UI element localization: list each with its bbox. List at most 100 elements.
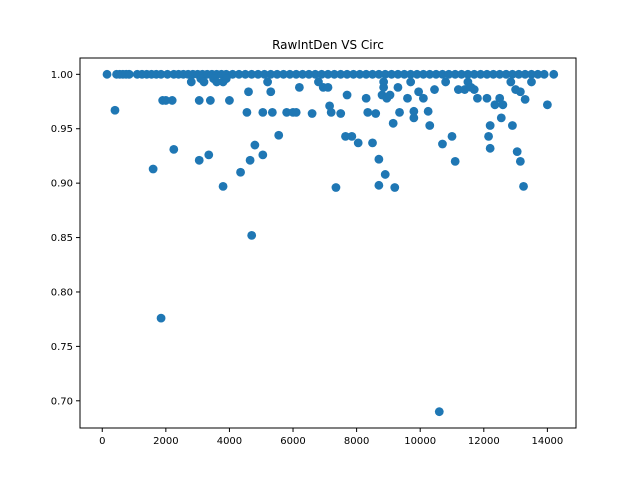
- scatter-point: [430, 85, 439, 94]
- scatter-point: [438, 69, 447, 79]
- data-points: [102, 69, 559, 417]
- scatter-point: [368, 69, 377, 79]
- scatter-point: [438, 139, 447, 149]
- scatter-point: [250, 140, 260, 150]
- scatter-point: [409, 113, 419, 123]
- scatter-point: [495, 69, 505, 79]
- scatter-point: [520, 69, 530, 79]
- scatter-point: [260, 69, 269, 79]
- y-tick-label: 1.00: [51, 70, 73, 81]
- chart-title: RawIntDen VS Circ: [272, 38, 384, 52]
- scatter-point: [225, 96, 234, 105]
- scatter-point: [485, 121, 495, 130]
- scatter-point: [371, 109, 381, 118]
- scatter-point: [341, 131, 350, 141]
- scatter-point: [336, 69, 346, 79]
- scatter-point: [240, 69, 250, 79]
- scatter-point: [194, 96, 204, 105]
- scatter-point: [457, 69, 466, 79]
- scatter-point: [247, 230, 257, 240]
- x-tick-label: 10000: [404, 436, 436, 447]
- scatter-point: [102, 69, 112, 79]
- scatter-point: [167, 96, 177, 105]
- scatter-point: [326, 108, 336, 117]
- scatter-point: [247, 69, 257, 79]
- y-tick-label: 0.85: [51, 233, 73, 244]
- scatter-point: [205, 96, 215, 105]
- scatter-point: [390, 183, 400, 192]
- scatter-point: [519, 182, 528, 191]
- scatter-point: [218, 182, 228, 191]
- scatter-point: [482, 93, 492, 103]
- scatter-point: [393, 69, 403, 79]
- scatter-point: [329, 69, 339, 79]
- x-tick-label: 12000: [468, 436, 500, 447]
- scatter-point: [204, 150, 214, 160]
- scatter-point: [403, 93, 412, 103]
- scatter-point: [434, 407, 444, 417]
- y-tick-label: 0.80: [51, 287, 73, 298]
- scatter-point: [374, 154, 384, 164]
- scatter-point: [228, 69, 238, 79]
- scatter-point: [342, 69, 352, 79]
- scatter-point: [515, 87, 525, 97]
- scatter-point: [453, 85, 463, 94]
- scatter-point: [266, 87, 276, 97]
- scatter-point: [156, 69, 166, 79]
- scatter-point: [425, 121, 435, 130]
- scatter-point: [368, 138, 377, 148]
- scatter-point: [476, 69, 486, 79]
- scatter-point: [212, 77, 222, 87]
- scatter-point: [244, 87, 253, 97]
- scatter-point: [169, 145, 179, 154]
- scatter-point: [294, 82, 304, 92]
- x-axis: 0 2000 4000 6000 8000 10000 12000 14000: [99, 428, 563, 447]
- scatter-point: [423, 106, 433, 116]
- scatter-point: [374, 180, 384, 190]
- scatter-point: [463, 69, 473, 79]
- y-tick-label: 0.90: [51, 179, 73, 190]
- scatter-point: [363, 108, 373, 117]
- scatter-point: [353, 138, 363, 148]
- scatter-point: [291, 108, 301, 117]
- scatter-point: [450, 69, 460, 79]
- scatter-point: [342, 90, 352, 100]
- y-tick-label: 0.95: [51, 124, 73, 135]
- scatter-point: [387, 69, 396, 79]
- scatter-point: [485, 143, 495, 153]
- scatter-point: [498, 100, 508, 110]
- scatter-point: [484, 131, 493, 141]
- scatter-point: [347, 131, 357, 141]
- scatter-point: [501, 69, 511, 79]
- scatter-point: [418, 69, 428, 79]
- scatter-point: [469, 85, 479, 94]
- scatter-point: [388, 118, 398, 128]
- scatter-point: [399, 69, 409, 79]
- scatter-point: [431, 69, 441, 79]
- scatter-point: [361, 69, 371, 79]
- scatter-point: [496, 113, 506, 123]
- scatter-point: [317, 69, 327, 79]
- scatter-point: [515, 156, 525, 166]
- scatter-point: [527, 69, 536, 79]
- y-tick-label: 0.70: [51, 396, 73, 407]
- scatter-point: [406, 77, 416, 87]
- scatter-point: [542, 100, 552, 110]
- scatter-point: [110, 105, 120, 115]
- scatter-point: [258, 150, 268, 160]
- scatter-point: [298, 69, 307, 79]
- scatter-point: [163, 69, 172, 79]
- scatter-point: [323, 82, 333, 92]
- scatter-point: [148, 164, 158, 174]
- scatter-point: [418, 93, 428, 103]
- scatter-point: [395, 108, 404, 117]
- scatter-point: [274, 130, 284, 140]
- scatter-point: [282, 108, 292, 117]
- scatter-point: [393, 82, 403, 92]
- scatter-point: [307, 109, 317, 118]
- scatter-point: [549, 69, 559, 79]
- scatter-point: [285, 69, 295, 79]
- scatter-point: [512, 147, 522, 156]
- scatter-point: [310, 69, 320, 79]
